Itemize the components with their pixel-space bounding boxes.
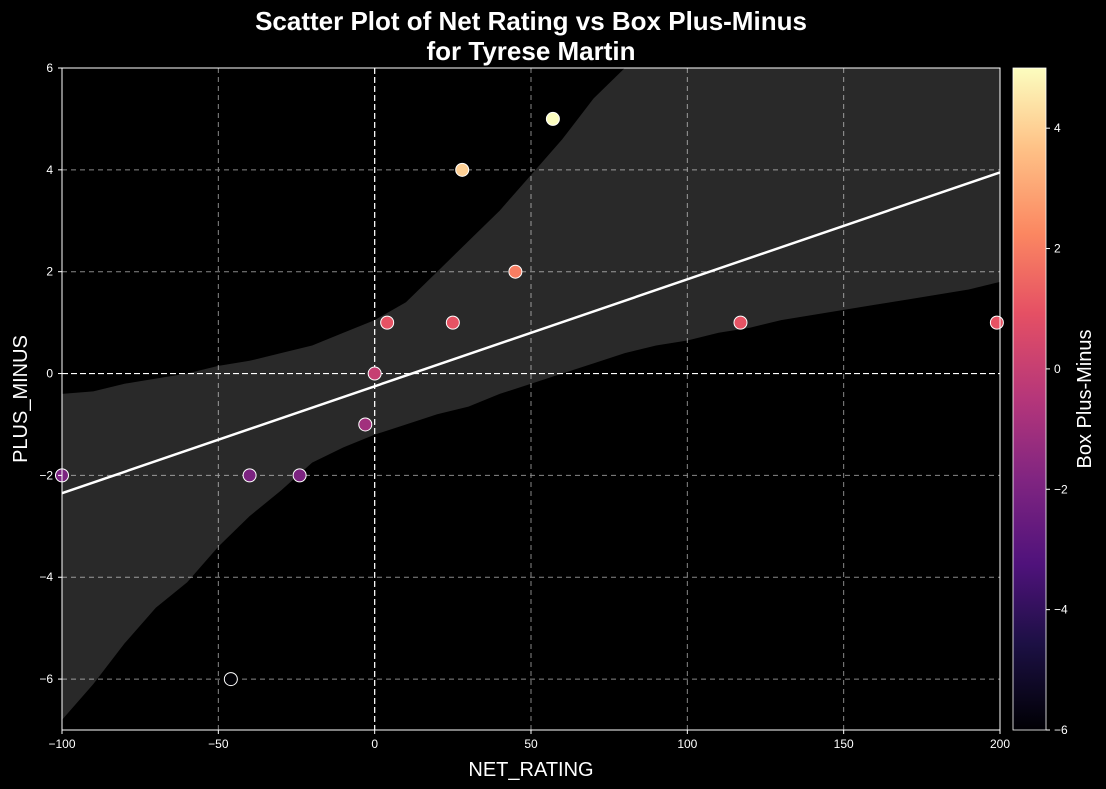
data-point — [380, 315, 395, 330]
colorbar-tick-label: 4 — [1054, 121, 1061, 135]
x-tick-label: 50 — [524, 737, 538, 751]
colorbar-tick-label: −2 — [1054, 482, 1068, 496]
y-tick-label: −4 — [39, 570, 53, 584]
colorbar-tick-label: 2 — [1054, 242, 1061, 256]
y-tick-label: 6 — [46, 61, 53, 75]
data-point — [545, 111, 560, 126]
y-tick-label: 2 — [46, 265, 53, 279]
points-layer — [55, 111, 1004, 687]
colorbar-border — [1012, 67, 1047, 731]
colorbar-ticks: −6 −4 −2 0 2 4 — [1046, 121, 1068, 737]
chart-title: Scatter Plot of Net Rating vs Box Plus-M… — [255, 6, 807, 66]
y-tick-label: 4 — [46, 163, 53, 177]
regression-line — [62, 171, 1000, 495]
colorbar — [1013, 68, 1046, 730]
reference-lines — [62, 68, 1000, 730]
data-point — [989, 315, 1004, 330]
x-tick-label: 100 — [677, 737, 697, 751]
y-tick-label: 0 — [46, 367, 53, 381]
x-tick-label: 0 — [371, 737, 378, 751]
data-point — [223, 672, 238, 687]
chart-title-line: for Tyrese Martin — [426, 36, 635, 66]
x-tick-label: 200 — [990, 737, 1010, 751]
y-tick-label: −6 — [39, 672, 53, 686]
tick-layer: −100 −50 0 50 100 150 200 −6 −4 −2 0 2 4 6 — [39, 61, 1010, 751]
colorbar-tick-label: −4 — [1054, 603, 1068, 617]
data-point — [455, 162, 470, 177]
chart-title-line: Scatter Plot of Net Rating vs Box Plus-M… — [255, 6, 807, 36]
data-point — [733, 315, 748, 330]
data-point — [292, 468, 307, 483]
confidence-band — [62, 68, 1000, 720]
x-tick-label: 150 — [834, 737, 854, 751]
colorbar-tick-label: −6 — [1054, 723, 1068, 737]
y-axis-label: PLUS_MINUS — [10, 335, 32, 463]
regression-layer — [62, 171, 1000, 495]
y-tick-label: −2 — [39, 468, 53, 482]
colorbar-label: Box Plus-Minus — [1074, 330, 1096, 469]
data-point — [358, 417, 373, 432]
data-point — [367, 366, 382, 381]
data-point — [508, 264, 523, 279]
x-tick-label: −100 — [48, 737, 75, 751]
data-point — [445, 315, 460, 330]
confidence-band-layer — [62, 68, 1000, 720]
x-axis-label: NET_RATING — [468, 759, 593, 781]
colorbar-tick-label: 0 — [1054, 362, 1061, 376]
x-tick-label: −50 — [208, 737, 229, 751]
data-point — [242, 468, 257, 483]
